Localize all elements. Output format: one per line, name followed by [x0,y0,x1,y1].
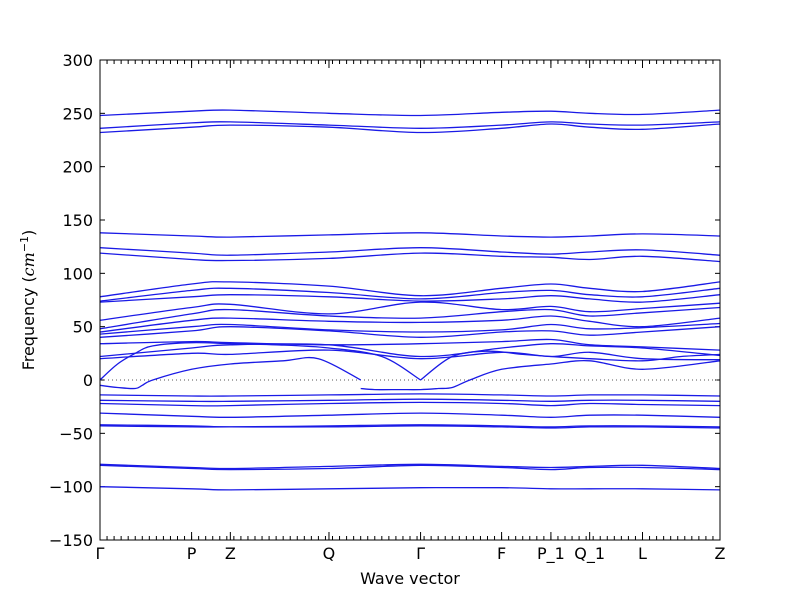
band-line [99,287,721,302]
band-line [99,306,721,330]
y-tick-label: 150 [62,211,93,230]
band-line [99,326,721,338]
band-line [99,393,721,397]
y-tick-label: 0 [83,371,93,390]
band-line [99,294,721,303]
phonon-bands [99,109,721,491]
band-line [99,121,721,129]
band-line [99,486,721,491]
band-line [99,412,721,418]
band-line [99,338,721,351]
x-tick-label: Z [225,544,236,563]
y-tick-label: 250 [62,104,93,123]
band-line [99,252,721,263]
y-tick-label: −100 [49,478,93,497]
band-line [99,123,721,134]
band-line [99,301,721,321]
y-tick-label: −150 [49,531,93,550]
y-tick-label: 300 [62,51,93,70]
x-tick-label: Q_1 [574,544,605,564]
band-line [99,322,721,335]
x-tick-label: Z [715,544,726,563]
band-line [99,425,721,429]
x-tick-label: P_1 [537,544,565,564]
band-line [99,464,721,471]
y-tick-label: 50 [73,318,93,337]
x-axis-ticks: Γ P Z Q Γ F P_1 Q_1 L Z [96,60,726,564]
band-line [99,401,721,407]
band-line [99,281,721,298]
x-tick-label: Q [323,544,336,563]
x-tick-label: P [187,544,197,563]
band-line [99,463,721,470]
band-line [420,350,721,381]
band-line [99,341,421,381]
band-line [99,398,721,403]
band-line [99,343,721,358]
y-axis-label: Frequency (cm−1) [18,230,39,371]
band-line [360,359,721,391]
y-axis-ticks: −150 −100 −50 0 50 100 150 200 250 300 [49,51,720,550]
band-line [99,315,721,333]
x-axis-label: Wave vector [360,569,460,588]
x-tick-label: Γ [416,544,425,563]
band-line [99,349,721,361]
x-tick-label: F [497,544,506,563]
y-tick-label: 100 [62,264,93,283]
band-line [99,232,721,238]
band-line [99,109,721,117]
band-line [99,356,361,390]
plot-frame [99,59,721,541]
y-tick-label: 200 [62,158,93,177]
x-tick-label: Γ [96,544,105,563]
x-tick-label: L [638,544,647,563]
band-line [99,247,721,256]
y-tick-label: −50 [59,424,93,443]
